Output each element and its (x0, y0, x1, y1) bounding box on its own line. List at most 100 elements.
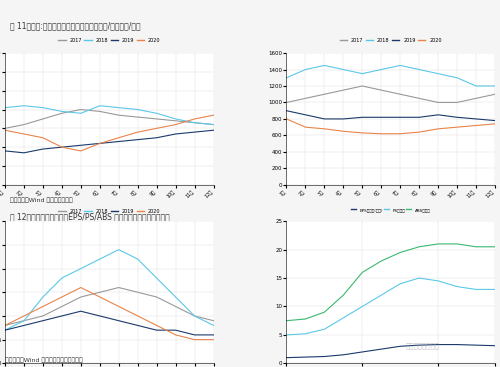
2017 (360, 84, 366, 88)
2018 (473, 84, 479, 88)
2017 (473, 96, 479, 101)
2018 (210, 122, 216, 127)
EPS库存量(百吨) (397, 344, 403, 349)
Legend: 2017, 2018, 2019, 2020: 2017, 2018, 2019, 2020 (56, 207, 162, 215)
Line: 2017: 2017 (286, 86, 495, 102)
2018 (302, 67, 308, 72)
2019 (116, 139, 121, 144)
2019 (134, 137, 140, 142)
2017 (154, 117, 160, 121)
2020 (78, 149, 84, 153)
2019 (302, 113, 308, 117)
2020 (378, 131, 384, 136)
2017 (97, 290, 103, 294)
2019 (378, 115, 384, 120)
2017 (40, 314, 46, 318)
2018 (78, 266, 84, 271)
Line: 2020: 2020 (5, 287, 214, 339)
EPS库存量(百吨) (492, 344, 498, 348)
2020 (21, 314, 27, 318)
PS库存量 (360, 304, 366, 309)
2017 (172, 304, 178, 309)
2020 (397, 131, 403, 136)
2019 (192, 130, 198, 134)
2019 (78, 309, 84, 313)
PS库存量 (284, 333, 290, 337)
2020 (78, 285, 84, 290)
2017 (21, 122, 27, 127)
2018 (40, 295, 46, 299)
2018 (154, 276, 160, 280)
2017 (302, 96, 308, 101)
2020 (454, 125, 460, 130)
2018 (284, 76, 290, 80)
Line: 2020: 2020 (5, 115, 214, 151)
ABS库存量 (473, 244, 479, 249)
2018 (2, 328, 8, 333)
2017 (492, 92, 498, 97)
2020 (416, 130, 422, 134)
EPS库存量(百吨) (416, 343, 422, 347)
2019 (172, 132, 178, 136)
Legend: 2017, 2018, 2019, 2020: 2017, 2018, 2019, 2020 (56, 36, 162, 45)
Line: 2018: 2018 (286, 65, 495, 86)
2017 (340, 88, 346, 92)
2020 (284, 117, 290, 121)
2017 (378, 88, 384, 92)
2017 (435, 100, 441, 105)
2018 (492, 84, 498, 88)
ABS库存量 (322, 310, 328, 315)
2018 (78, 111, 84, 116)
Line: 2017: 2017 (5, 287, 214, 326)
EPS库存量(百吨) (435, 342, 441, 347)
2019 (435, 113, 441, 117)
2020 (59, 295, 65, 299)
2017 (154, 295, 160, 299)
2020 (192, 117, 198, 121)
2020 (116, 135, 121, 140)
2017 (322, 92, 328, 97)
2017 (78, 107, 84, 112)
2017 (416, 96, 422, 101)
2019 (360, 115, 366, 120)
2019 (97, 141, 103, 146)
2017 (284, 100, 290, 105)
PS库存量 (340, 316, 346, 320)
2020 (322, 127, 328, 131)
2017 (116, 113, 121, 117)
2020 (302, 125, 308, 130)
2020 (154, 126, 160, 131)
2018 (134, 257, 140, 261)
2019 (492, 119, 498, 123)
PS库存量 (454, 284, 460, 289)
2018 (416, 67, 422, 72)
ABS库存量 (492, 244, 498, 249)
2017 (2, 126, 8, 131)
Legend: 2017, 2018, 2019, 2020: 2017, 2018, 2019, 2020 (338, 36, 444, 45)
2017 (59, 111, 65, 116)
Line: 2018: 2018 (5, 106, 214, 124)
ABS库存量 (378, 259, 384, 263)
2020 (97, 295, 103, 299)
2017 (134, 290, 140, 294)
2019 (97, 314, 103, 318)
2018 (59, 109, 65, 114)
EPS库存量(百吨) (302, 355, 308, 359)
2017 (59, 304, 65, 309)
2020 (360, 131, 366, 135)
2020 (340, 129, 346, 134)
2019 (473, 117, 479, 121)
Text: 资料来源：Wind 中信期货研究所: 资料来源：Wind 中信期货研究所 (10, 197, 72, 203)
2018 (21, 319, 27, 323)
2020 (2, 323, 8, 328)
2020 (2, 128, 8, 132)
EPS库存量(百吨) (322, 354, 328, 359)
2017 (40, 117, 46, 121)
2018 (134, 107, 140, 112)
2020 (172, 333, 178, 337)
2017 (116, 285, 121, 290)
PS库存量 (378, 293, 384, 297)
Line: 2019: 2019 (286, 111, 495, 121)
Line: EPS库存量(百吨): EPS库存量(百吨) (286, 345, 495, 358)
2018 (172, 295, 178, 299)
